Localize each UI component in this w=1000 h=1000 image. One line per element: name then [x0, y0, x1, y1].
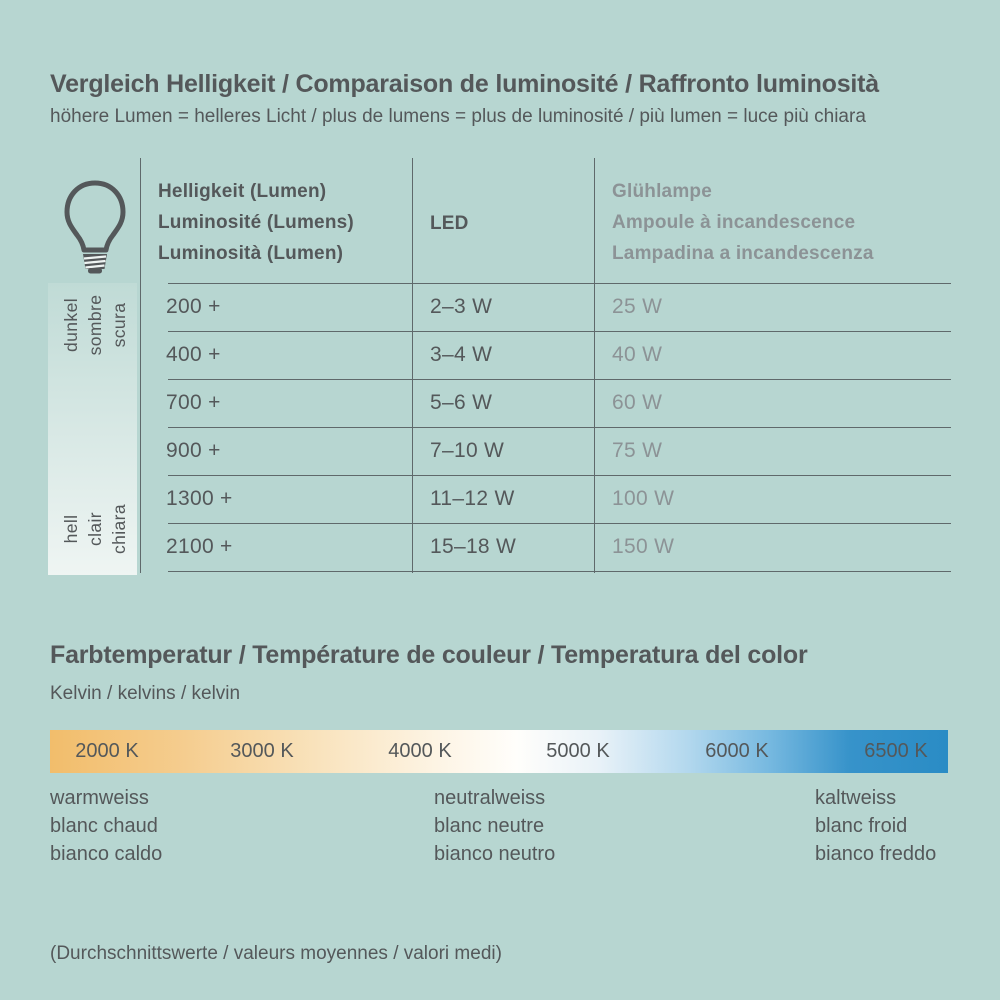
cell-lumen: 200 +: [166, 295, 221, 318]
table-vertical-divider-2: [412, 158, 413, 573]
cell-led-watt: 5–6 W: [430, 391, 493, 414]
zone-label-warm-white: warmweiss blanc chaud bianco caldo: [50, 784, 162, 868]
kelvin-tick-3000: 3000 K: [230, 740, 294, 762]
cell-lumen: 1300 +: [166, 487, 233, 510]
table-row-divider: [168, 427, 951, 428]
zone-neutral-de: neutralweiss: [434, 787, 546, 809]
brightness-section-title: Vergleich Helligkeit / Comparaison de lu…: [50, 70, 880, 98]
zone-warm-it: bianco caldo: [50, 843, 163, 865]
cell-incandescent-watt: 150 W: [612, 535, 675, 558]
column-header-lumen-it: Luminosità (Lumen): [158, 243, 344, 264]
cell-led-watt: 7–10 W: [430, 439, 505, 462]
table-vertical-divider-3: [594, 158, 595, 573]
kelvin-tick-6500: 6500 K: [864, 740, 928, 762]
cell-led-watt: 11–12 W: [430, 487, 515, 510]
cell-lumen: 400 +: [166, 343, 221, 366]
table-row-divider: [168, 283, 951, 284]
brightness-section-subtitle: höhere Lumen = helleres Licht / plus de …: [50, 106, 866, 127]
scale-label-bright-it: chiara: [109, 503, 129, 555]
zone-warm-fr: blanc chaud: [50, 815, 158, 837]
cell-led-watt: 2–3 W: [430, 295, 493, 318]
temperature-section-title: Farbtemperatur / Température de couleur …: [50, 641, 808, 669]
cell-led-watt: 15–18 W: [430, 535, 517, 558]
column-header-incandescent-it: Lampadina a incandescenza: [612, 243, 874, 264]
scale-label-dark-de: dunkel: [61, 298, 81, 352]
kelvin-tick-5000: 5000 K: [546, 740, 610, 762]
table-row-divider: [168, 523, 951, 524]
column-header-incandescent: Glühlampe Ampoule à incandescence Lampad…: [612, 176, 874, 269]
zone-warm-de: warmweiss: [50, 787, 149, 809]
scale-label-dark-it: scura: [109, 302, 129, 348]
kelvin-tick-4000: 4000 K: [388, 740, 452, 762]
cell-led-watt: 3–4 W: [430, 343, 493, 366]
table-row-divider: [168, 331, 951, 332]
temperature-section-subtitle: Kelvin / kelvins / kelvin: [50, 683, 241, 704]
scale-label-dark: dunkel sombre scura: [59, 285, 131, 365]
column-header-lumen: Helligkeit (Lumen) Luminosité (Lumens) L…: [158, 176, 354, 269]
zone-neutral-it: bianco neutro: [434, 843, 556, 865]
scale-label-dark-fr: sombre: [85, 294, 105, 356]
cell-lumen: 700 +: [166, 391, 221, 414]
zone-cold-it: bianco freddo: [815, 843, 937, 865]
cell-incandescent-watt: 100 W: [612, 487, 675, 510]
table-row-divider: [168, 571, 951, 572]
table-row-divider: [168, 475, 951, 476]
zone-cold-fr: blanc froid: [815, 815, 908, 837]
cell-lumen: 2100 +: [166, 535, 233, 558]
table-vertical-divider-1: [140, 158, 141, 573]
zone-neutral-fr: blanc neutre: [434, 815, 545, 837]
scale-label-bright: hell clair chiara: [59, 489, 131, 569]
kelvin-tick-6000: 6000 K: [705, 740, 769, 762]
zone-cold-de: kaltweiss: [815, 787, 897, 809]
cell-lumen: 900 +: [166, 439, 221, 462]
column-header-incandescent-de: Glühlampe: [612, 181, 712, 202]
table-row-divider: [168, 379, 951, 380]
brightness-scale-strip: [48, 283, 137, 575]
kelvin-tick-2000: 2000 K: [75, 740, 139, 762]
cell-incandescent-watt: 40 W: [612, 343, 663, 366]
cell-incandescent-watt: 60 W: [612, 391, 663, 414]
column-header-lumen-de: Helligkeit (Lumen): [158, 181, 327, 202]
scale-label-bright-de: hell: [61, 514, 81, 544]
cell-incandescent-watt: 25 W: [612, 295, 663, 318]
average-values-footnote: (Durchschnittswerte / valeurs moyennes /…: [50, 943, 502, 964]
cell-incandescent-watt: 75 W: [612, 439, 663, 462]
kelvin-scale-bar: 2000 K 3000 K 4000 K 5000 K 6000 K 6500 …: [50, 730, 948, 773]
light-bulb-icon: [64, 180, 126, 274]
column-header-lumen-fr: Luminosité (Lumens): [158, 212, 354, 233]
column-header-incandescent-fr: Ampoule à incandescence: [612, 212, 856, 233]
scale-label-bright-fr: clair: [85, 511, 105, 547]
zone-label-cold-white: kaltweiss blanc froid bianco freddo: [815, 784, 936, 868]
zone-label-neutral-white: neutralweiss blanc neutre bianco neutro: [434, 784, 555, 868]
column-header-led: LED: [430, 213, 469, 234]
